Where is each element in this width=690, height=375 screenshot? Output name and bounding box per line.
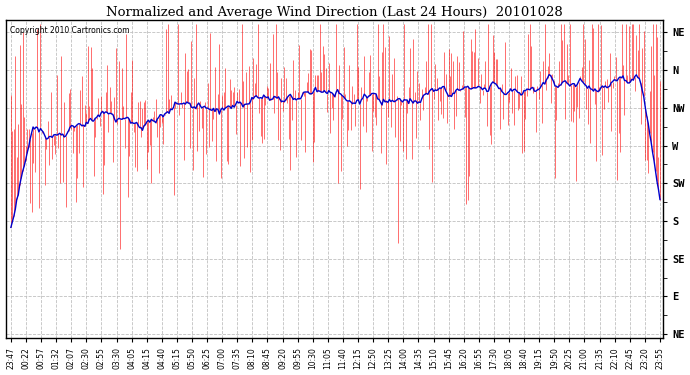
Title: Normalized and Average Wind Direction (Last 24 Hours)  20101028: Normalized and Average Wind Direction (L…: [106, 6, 563, 18]
Text: Copyright 2010 Cartronics.com: Copyright 2010 Cartronics.com: [10, 26, 129, 35]
